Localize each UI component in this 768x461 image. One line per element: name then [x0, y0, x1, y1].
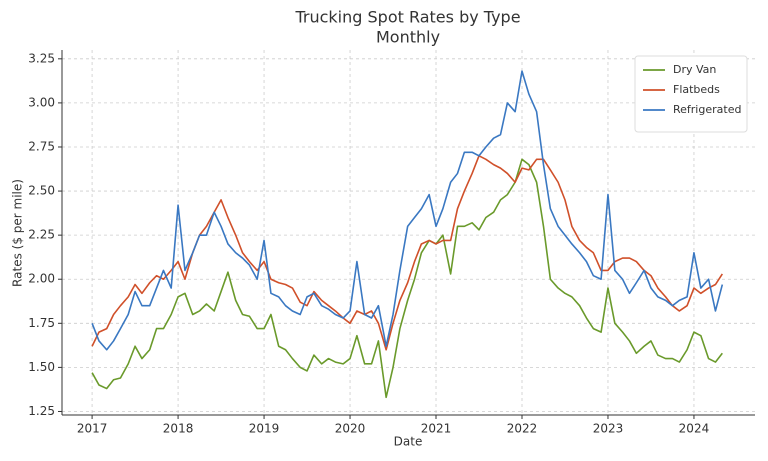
x-tick-label: 2023 [593, 422, 624, 436]
x-axis-label: Date [394, 435, 423, 449]
x-tick-label: 2020 [335, 422, 366, 436]
x-tick-label: 2024 [679, 422, 710, 436]
series-line [91, 158, 723, 399]
y-tick-label: 1.25 [28, 404, 55, 418]
x-tick-label: 2022 [507, 422, 538, 436]
x-tick-label: 2017 [77, 422, 108, 436]
series-line [91, 155, 724, 351]
chart-title: Trucking Spot Rates by Type [294, 8, 520, 27]
y-axis-label: Rates ($ per mile) [11, 179, 25, 287]
chart-subtitle: Monthly [376, 28, 440, 47]
y-tick-label: 3.25 [28, 51, 55, 65]
y-tick-label: 2.25 [28, 228, 55, 242]
y-tick-label: 2.75 [28, 139, 55, 153]
y-tick-label: 1.50 [28, 360, 55, 374]
y-tick-label: 1.75 [28, 316, 55, 330]
x-tick-label: 2018 [163, 422, 194, 436]
legend-label: Flatbeds [673, 83, 720, 96]
series-line [91, 70, 724, 351]
x-tick-label: 2019 [249, 422, 280, 436]
legend-label: Dry Van [673, 63, 716, 76]
legend-label: Refrigerated [673, 103, 741, 116]
y-tick-label: 3.00 [28, 95, 55, 109]
x-tick-label: 2021 [421, 422, 452, 436]
y-tick-label: 2.50 [28, 184, 55, 198]
y-tick-label: 2.00 [28, 272, 55, 286]
legend-box [634, 55, 748, 133]
